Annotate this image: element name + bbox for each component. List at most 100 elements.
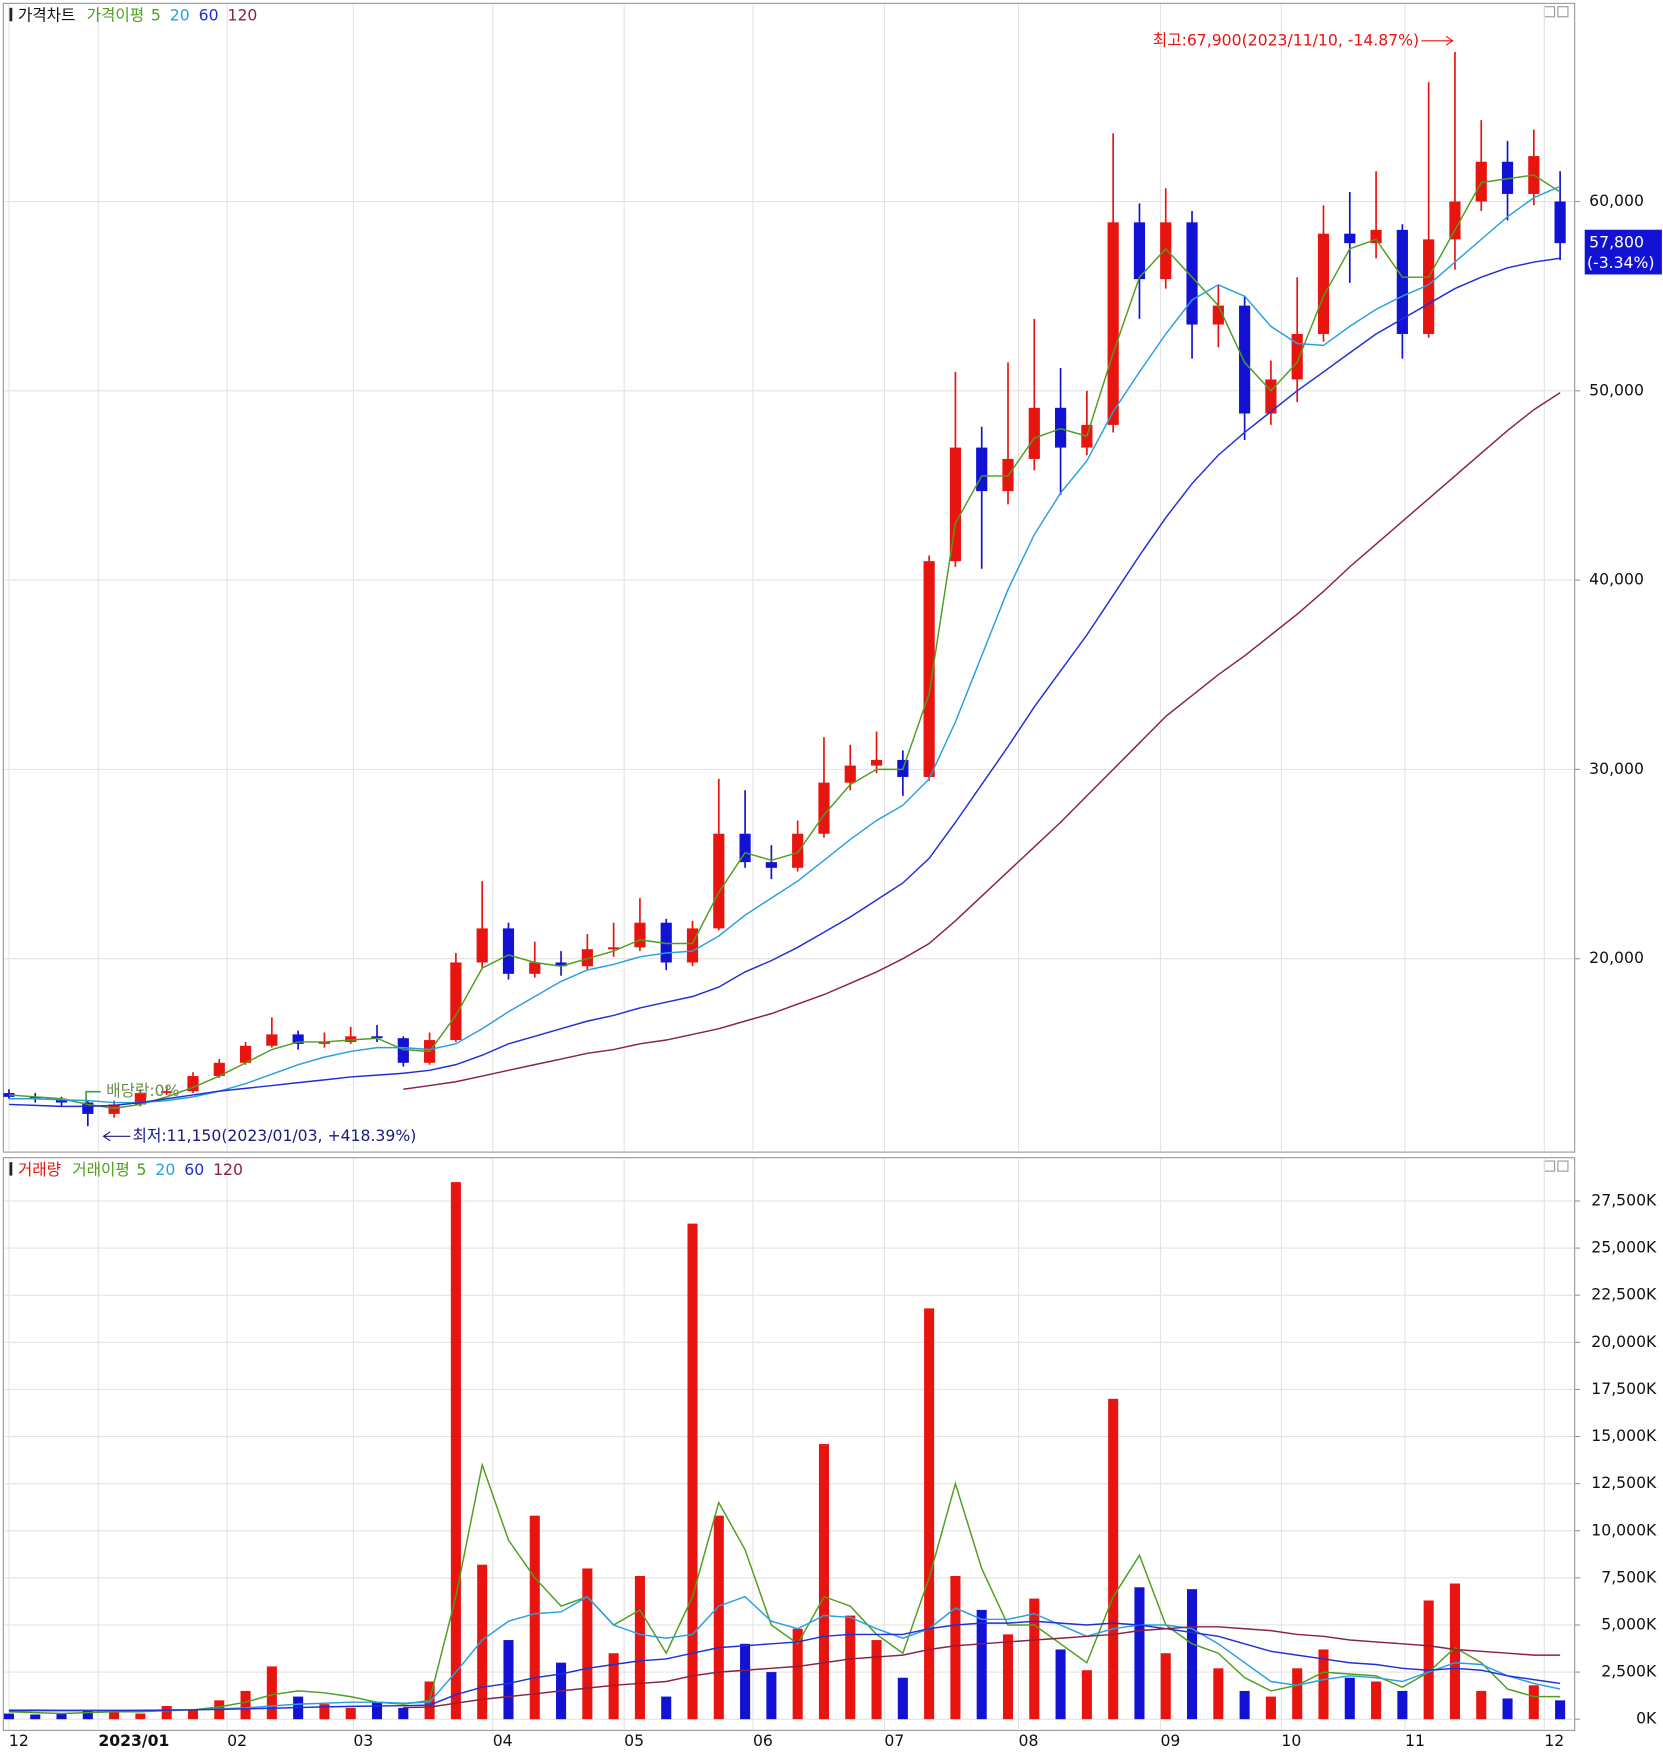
last-price-box	[1584, 229, 1662, 275]
volume-bar	[187, 1709, 199, 1720]
candle-body	[870, 759, 883, 766]
x-tick-label: 02	[227, 1731, 247, 1750]
y-tick-label: 30,000	[1589, 759, 1644, 778]
volume-bar	[661, 1696, 672, 1720]
grid	[4, 4, 1574, 1730]
volume-bar	[266, 1666, 277, 1720]
candle-body	[1212, 305, 1224, 325]
candle-body	[82, 1102, 94, 1114]
candle-body	[818, 782, 830, 834]
candle-body	[581, 949, 593, 967]
candle-body	[792, 833, 804, 868]
last-price-change: (-3.34%)	[1587, 253, 1655, 272]
y-tick-label: 25,000K	[1591, 1238, 1657, 1257]
candle-body	[187, 1076, 199, 1092]
price-pane	[2, 2, 1576, 1153]
volume-bar	[345, 1707, 356, 1720]
legend-marker	[8, 7, 13, 22]
legend-entry: 60	[184, 1159, 204, 1178]
y-tick-label: 10,000K	[1591, 1520, 1657, 1539]
candle-body	[1265, 379, 1277, 414]
volume-bar	[976, 1609, 987, 1720]
legend-title: 거래량	[18, 1159, 61, 1178]
last-price-label: 57,800	[1589, 233, 1644, 252]
high-note: 최고:67,900(2023/11/10, -14.87%)	[1153, 30, 1419, 49]
candle-body	[1291, 334, 1303, 380]
candle-body	[55, 1098, 68, 1103]
volume-bar	[740, 1643, 751, 1720]
candle-body	[1317, 233, 1330, 335]
candle-body	[1449, 201, 1461, 240]
volume-bar	[450, 1182, 461, 1720]
candle-body	[634, 922, 646, 948]
volume-bar	[1265, 1696, 1276, 1720]
legend-ma-title: 가격이평	[87, 5, 145, 24]
candle-body	[844, 765, 856, 783]
candle-body	[1370, 229, 1382, 244]
volume-bar	[1134, 1587, 1145, 1720]
volume-bar	[1344, 1677, 1355, 1720]
pane-button[interactable]	[1557, 1160, 1569, 1172]
candle-body	[1554, 201, 1566, 244]
candle-body	[1396, 229, 1408, 335]
candle-body	[266, 1034, 278, 1046]
volume-bar	[792, 1628, 803, 1720]
volume-bar	[1029, 1598, 1040, 1720]
volume-bar	[1423, 1600, 1434, 1720]
candle-body	[660, 922, 672, 963]
candle-body	[1501, 161, 1514, 194]
lines	[8, 174, 1561, 1715]
x-tick-label: 12	[9, 1731, 29, 1750]
y-tick-label: 60,000	[1589, 191, 1644, 210]
volume-bar	[1476, 1690, 1487, 1720]
candle-body	[1107, 222, 1119, 425]
candle-body	[213, 1062, 225, 1077]
x-tick-label: 05	[624, 1731, 644, 1750]
volume-bar	[82, 1709, 93, 1720]
volume-bar	[950, 1575, 961, 1720]
candle-body	[1133, 222, 1146, 280]
volume-bar	[897, 1677, 908, 1720]
y-tick-label: 20,000	[1589, 948, 1644, 967]
y-tick-label: 0K	[1636, 1709, 1657, 1728]
candle-body	[923, 561, 935, 777]
volume-bar	[871, 1640, 882, 1720]
candle-body	[1160, 222, 1172, 280]
volume-bar	[713, 1515, 724, 1720]
candle-body	[1475, 161, 1487, 202]
volume-bar	[1081, 1670, 1092, 1720]
moving-average	[8, 257, 1561, 1108]
legend-entry: 60	[199, 5, 219, 24]
pane-button[interactable]	[1557, 6, 1569, 18]
pane-button[interactable]	[1543, 1160, 1556, 1172]
volume-bar	[1397, 1690, 1408, 1720]
low-arrow	[102, 1131, 131, 1142]
volume-bar	[766, 1672, 777, 1720]
candle-body	[1423, 239, 1435, 335]
pane-button[interactable]	[1543, 6, 1556, 18]
candle-body	[713, 833, 725, 929]
legend-entry: 5	[137, 1159, 147, 1178]
x-tick-label: 09	[1160, 1731, 1180, 1750]
volume-bar	[477, 1564, 488, 1720]
volume-bar	[398, 1707, 409, 1720]
candle-body	[739, 833, 751, 863]
volume-bar	[1055, 1649, 1066, 1720]
y-tick-label: 5,000K	[1601, 1614, 1657, 1633]
candle-body	[292, 1034, 304, 1044]
volume-bar	[634, 1575, 645, 1720]
volume-bar	[845, 1615, 856, 1720]
legend-title: 가격차트	[18, 5, 76, 24]
candle-body	[345, 1036, 357, 1042]
moving-average	[8, 1462, 1561, 1715]
low-note: 최저:11,150(2023/01/03, +418.39%)	[133, 1126, 417, 1145]
dividend-note: 배당락:0%	[106, 1081, 179, 1100]
volume-bar	[1318, 1649, 1329, 1720]
candle-body	[108, 1104, 120, 1114]
candle-body	[1028, 407, 1040, 459]
volume-bar	[1449, 1583, 1460, 1720]
y-tick-label: 15,000K	[1591, 1426, 1657, 1445]
